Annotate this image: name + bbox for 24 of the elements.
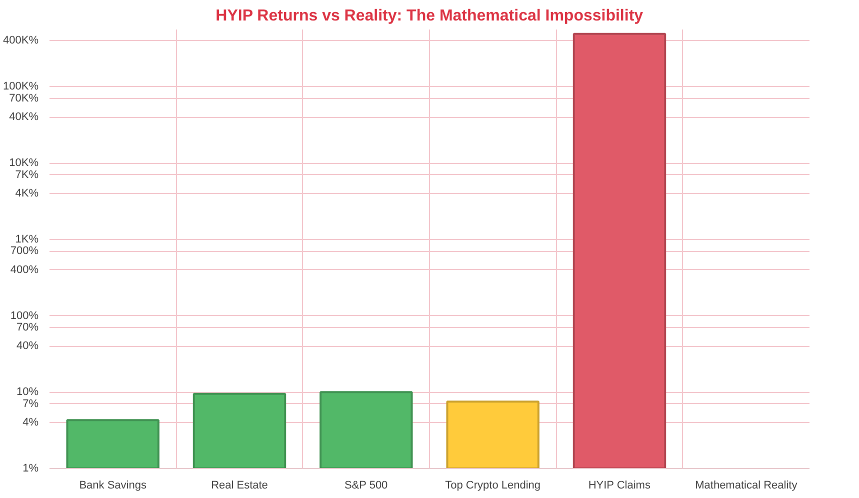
y-tick-label: 10K% xyxy=(9,157,39,170)
y-tick-label: 10% xyxy=(16,386,39,398)
y-tick-label: 100% xyxy=(10,310,39,322)
chart-title: HYIP Returns vs Reality: The Mathematical Impossibility xyxy=(216,8,644,24)
y-tick-label: 700% xyxy=(10,245,39,258)
y-tick-label: 70% xyxy=(16,322,39,334)
y-tick-label: 400K% xyxy=(3,34,39,47)
y-tick-label: 4K% xyxy=(15,187,39,200)
x-tick-label: HYIP Claims xyxy=(588,480,651,492)
y-tick-label: 7% xyxy=(22,398,39,410)
y-tick-label: 4% xyxy=(22,416,39,429)
x-tick-label: S&P 500 xyxy=(344,480,388,492)
y-tick-label: 40K% xyxy=(9,111,39,124)
x-tick-label: Mathematical Reality xyxy=(695,480,798,492)
y-tick-label: 400% xyxy=(10,264,39,276)
y-tick-label: 7K% xyxy=(15,168,39,181)
x-tick-label: Bank Savings xyxy=(79,480,147,492)
y-tick-label: 70K% xyxy=(9,92,39,104)
x-tick-label: Real Estate xyxy=(211,480,268,492)
y-tick-label: 100K% xyxy=(3,80,39,93)
x-tick-label: Top Crypto Lending xyxy=(445,480,541,492)
y-tick-label: 1K% xyxy=(15,233,39,246)
y-tick-label: 1% xyxy=(22,462,39,474)
y-tick-label: 40% xyxy=(16,340,39,352)
